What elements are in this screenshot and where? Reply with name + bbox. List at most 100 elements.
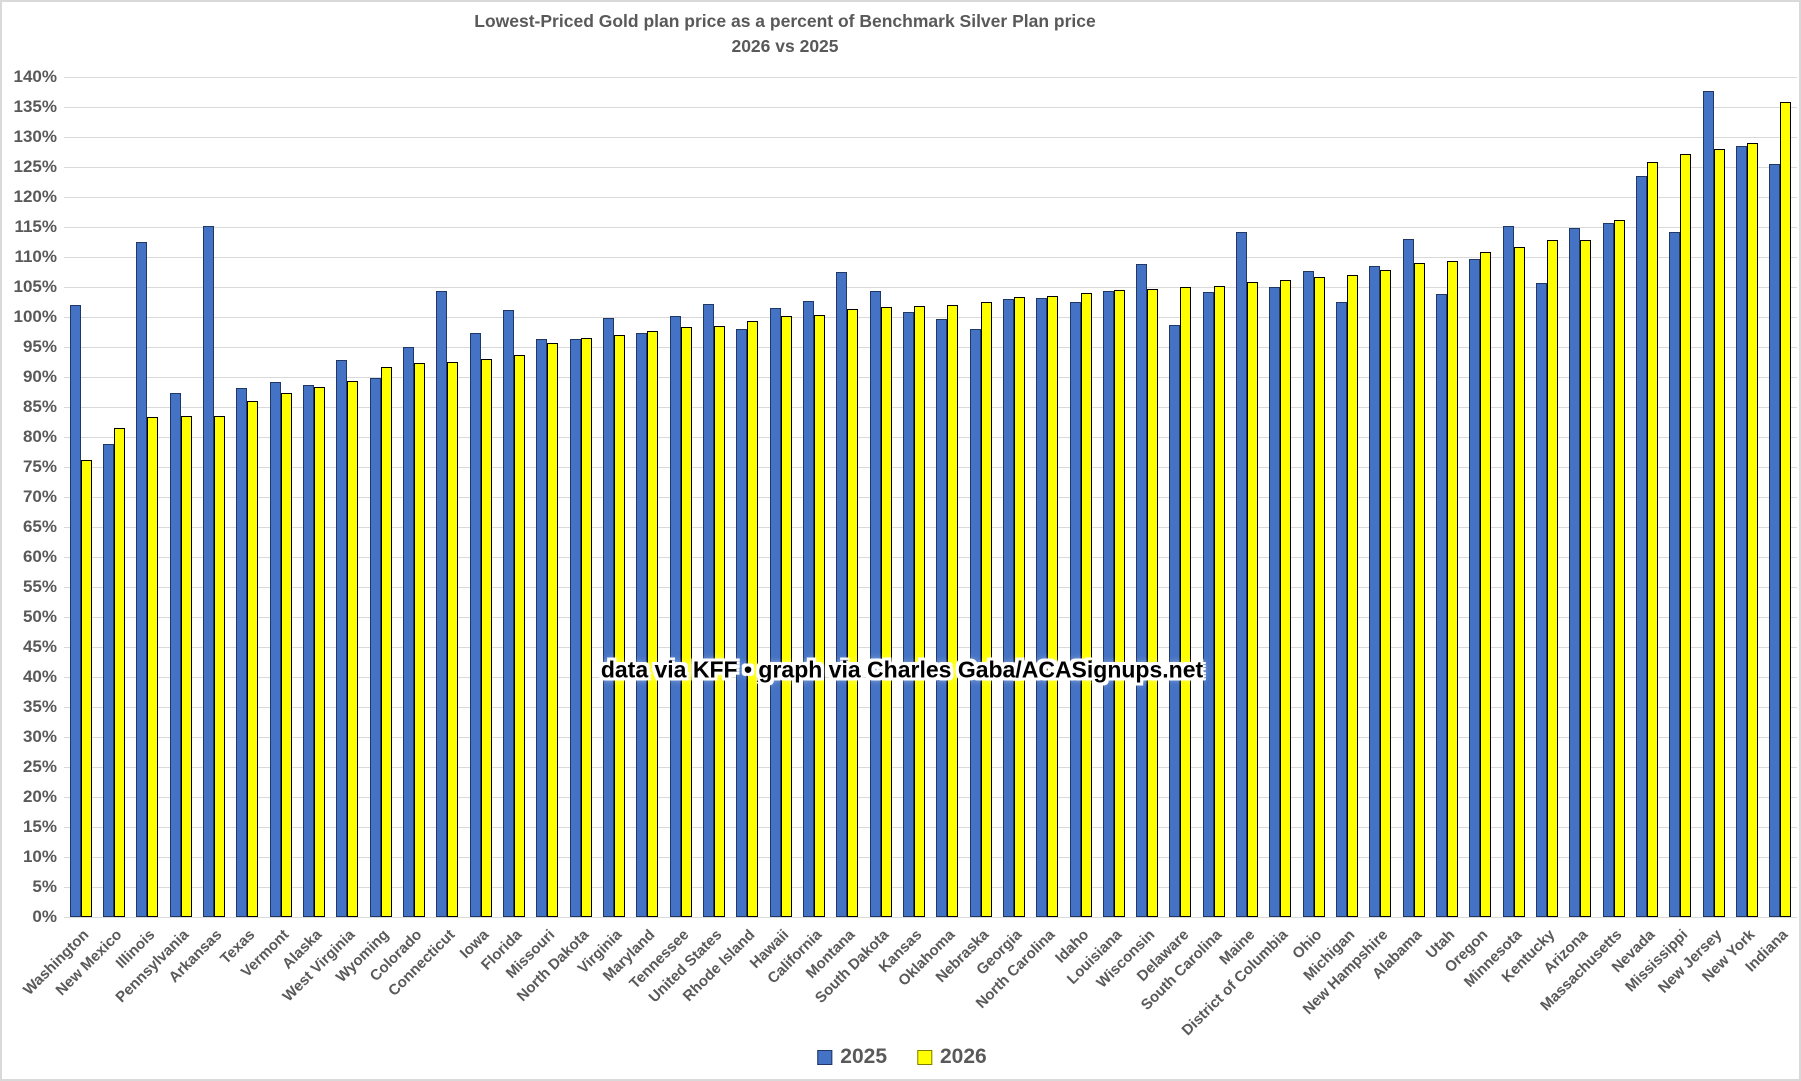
- bar-2026-indiana[interactable]: [1780, 101, 1792, 917]
- bar-2026-washington[interactable]: [80, 460, 92, 917]
- bar-2025-maine[interactable]: [1236, 231, 1248, 917]
- bar-2025-west-virginia[interactable]: [336, 359, 348, 917]
- bar-2026-massachusetts[interactable]: [1613, 219, 1625, 917]
- bar-2025-south-carolina[interactable]: [1202, 292, 1214, 917]
- bar-2026-north-carolina[interactable]: [1047, 296, 1059, 917]
- bar-2026-michigan[interactable]: [1347, 275, 1359, 917]
- bar-2026-virginia[interactable]: [613, 335, 625, 917]
- bar-2026-montana[interactable]: [847, 308, 859, 917]
- bar-2025-south-dakota[interactable]: [869, 291, 881, 917]
- bar-2026-new-jersey[interactable]: [1713, 149, 1725, 917]
- bar-2025-kansas[interactable]: [902, 311, 914, 917]
- bar-2026-north-dakota[interactable]: [580, 338, 592, 917]
- bar-2026-south-carolina[interactable]: [1213, 285, 1225, 917]
- bar-2025-virginia[interactable]: [602, 318, 614, 917]
- bar-2026-arizona[interactable]: [1580, 240, 1592, 917]
- bar-2026-new-york[interactable]: [1747, 143, 1759, 917]
- bar-2026-wyoming[interactable]: [380, 367, 392, 917]
- bar-2026-maryland[interactable]: [647, 330, 659, 917]
- bar-2025-arizona[interactable]: [1569, 228, 1581, 917]
- bar-2025-massachusetts[interactable]: [1602, 223, 1614, 917]
- bar-2026-maine[interactable]: [1247, 281, 1259, 917]
- bar-2025-connecticut[interactable]: [436, 290, 448, 917]
- bar-2025-new-mexico[interactable]: [102, 443, 114, 917]
- bar-2026-wisconsin[interactable]: [1147, 289, 1159, 917]
- bar-2025-alabama[interactable]: [1402, 239, 1414, 917]
- bar-2026-california[interactable]: [813, 314, 825, 917]
- legend-item-2026[interactable]: 2026: [917, 1045, 987, 1069]
- bar-2026-district-of-columbia[interactable]: [1280, 279, 1292, 917]
- bar-2025-michigan[interactable]: [1336, 302, 1348, 917]
- bar-2025-oklahoma[interactable]: [936, 318, 948, 917]
- bar-2026-vermont[interactable]: [280, 393, 292, 917]
- bar-2025-alaska[interactable]: [302, 384, 314, 917]
- bar-2026-oklahoma[interactable]: [947, 305, 959, 917]
- bar-2026-delaware[interactable]: [1180, 287, 1192, 917]
- bar-2025-utah[interactable]: [1436, 294, 1448, 917]
- bar-2025-colorado[interactable]: [402, 347, 414, 917]
- bar-2026-ohio[interactable]: [1313, 276, 1325, 917]
- bar-2026-kentucky[interactable]: [1547, 240, 1559, 917]
- bar-2026-illinois[interactable]: [147, 417, 159, 917]
- bar-2026-kansas[interactable]: [913, 306, 925, 917]
- bar-2025-arkansas[interactable]: [202, 225, 214, 917]
- bar-2025-pennsylvania[interactable]: [169, 392, 181, 917]
- bar-2025-maryland[interactable]: [636, 333, 648, 917]
- bar-2025-new-hampshire[interactable]: [1369, 266, 1381, 917]
- bar-2025-iowa[interactable]: [469, 333, 481, 917]
- bar-2025-illinois[interactable]: [136, 242, 148, 917]
- legend-item-2025[interactable]: 2025: [817, 1045, 887, 1069]
- bar-2026-connecticut[interactable]: [447, 362, 459, 917]
- bar-2026-new-hampshire[interactable]: [1380, 270, 1392, 917]
- bar-2025-tennessee[interactable]: [669, 316, 681, 917]
- bar-2026-new-mexico[interactable]: [113, 428, 125, 917]
- bar-2025-missouri[interactable]: [536, 338, 548, 917]
- bar-2026-nebraska[interactable]: [980, 302, 992, 917]
- bar-2026-minnesota[interactable]: [1513, 247, 1525, 917]
- bar-2025-new-york[interactable]: [1736, 146, 1748, 917]
- bar-2025-florida[interactable]: [502, 309, 514, 917]
- bar-2025-vermont[interactable]: [269, 382, 281, 917]
- bar-2026-colorado[interactable]: [413, 362, 425, 917]
- bar-2025-nevada[interactable]: [1636, 176, 1648, 917]
- bar-2026-alaska[interactable]: [313, 387, 325, 917]
- bar-2025-north-carolina[interactable]: [1036, 298, 1048, 917]
- bar-2026-utah[interactable]: [1447, 261, 1459, 917]
- bar-2025-wisconsin[interactable]: [1136, 264, 1148, 917]
- bar-2025-montana[interactable]: [836, 272, 848, 917]
- bar-2026-south-dakota[interactable]: [880, 307, 892, 917]
- bar-2026-texas[interactable]: [247, 401, 259, 917]
- bar-2025-district-of-columbia[interactable]: [1269, 287, 1281, 917]
- bar-2025-mississippi[interactable]: [1669, 232, 1681, 917]
- bar-2025-indiana[interactable]: [1769, 164, 1781, 917]
- bar-2025-california[interactable]: [802, 300, 814, 917]
- bar-2026-idaho[interactable]: [1080, 293, 1092, 917]
- bar-2025-rhode-island[interactable]: [736, 329, 748, 917]
- bar-2026-georgia[interactable]: [1013, 296, 1025, 917]
- bar-2025-wyoming[interactable]: [369, 378, 381, 917]
- bar-2026-pennsylvania[interactable]: [180, 416, 192, 917]
- bar-2025-idaho[interactable]: [1069, 302, 1081, 917]
- bar-2026-arkansas[interactable]: [213, 416, 225, 917]
- bar-2026-united-states[interactable]: [713, 326, 725, 917]
- bar-2025-delaware[interactable]: [1169, 324, 1181, 917]
- bar-2025-minnesota[interactable]: [1502, 225, 1514, 917]
- bar-2026-west-virginia[interactable]: [347, 380, 359, 917]
- bar-2026-missouri[interactable]: [547, 343, 559, 917]
- bar-2026-alabama[interactable]: [1413, 263, 1425, 917]
- bar-2025-washington[interactable]: [69, 305, 81, 917]
- bar-2026-iowa[interactable]: [480, 359, 492, 917]
- bar-2025-georgia[interactable]: [1002, 299, 1014, 917]
- bar-2025-nebraska[interactable]: [969, 329, 981, 917]
- bar-2026-nevada[interactable]: [1647, 162, 1659, 917]
- bar-2025-ohio[interactable]: [1302, 271, 1314, 917]
- bar-2025-north-dakota[interactable]: [569, 339, 581, 917]
- bar-2025-oregon[interactable]: [1469, 259, 1481, 917]
- bar-2025-united-states[interactable]: [702, 304, 714, 917]
- bar-2026-louisiana[interactable]: [1113, 290, 1125, 917]
- bar-2025-hawaii[interactable]: [769, 308, 781, 917]
- bar-2026-mississippi[interactable]: [1680, 153, 1692, 917]
- bar-2026-hawaii[interactable]: [780, 316, 792, 917]
- bar-2025-kentucky[interactable]: [1536, 283, 1548, 917]
- bar-2026-tennessee[interactable]: [680, 327, 692, 917]
